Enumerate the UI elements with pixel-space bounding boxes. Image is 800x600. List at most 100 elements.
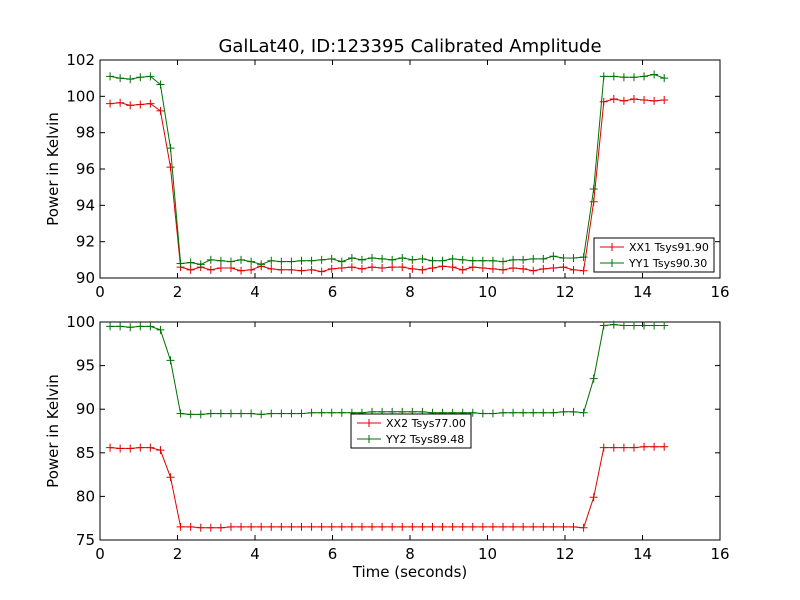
y-tick-label: 90 — [76, 269, 95, 287]
data-point — [388, 263, 397, 272]
data-point — [640, 321, 649, 330]
data-point — [337, 257, 346, 266]
data-point — [509, 255, 518, 264]
data-point — [619, 321, 628, 330]
data-point — [428, 264, 437, 273]
data-point — [337, 408, 346, 417]
data-point — [529, 408, 538, 417]
data-point — [398, 263, 407, 272]
x-tick-label: 14 — [633, 283, 652, 301]
data-point — [186, 410, 195, 419]
data-point — [579, 266, 588, 275]
data-point — [378, 254, 387, 263]
data-point — [317, 267, 326, 276]
y-tick-label: 102 — [66, 51, 95, 69]
data-point — [368, 263, 377, 272]
data-point — [650, 442, 659, 451]
data-point — [327, 522, 336, 531]
data-point — [357, 522, 366, 531]
data-point — [116, 322, 125, 331]
data-point — [126, 444, 135, 453]
data-point — [166, 473, 175, 482]
data-point — [287, 409, 296, 418]
legend-label: XX1 Tsys91.90 — [629, 241, 709, 254]
data-point — [478, 409, 487, 418]
data-point — [478, 264, 487, 273]
y-tick-label: 75 — [76, 531, 95, 549]
data-point — [237, 255, 246, 264]
data-point — [196, 410, 205, 419]
data-point — [629, 443, 638, 452]
x-tick-label: 16 — [710, 283, 729, 301]
legend-label: XX2 Tsys77.00 — [386, 417, 466, 430]
data-point — [368, 254, 377, 263]
data-point — [619, 96, 628, 105]
data-point — [609, 443, 618, 452]
data-point — [388, 255, 397, 264]
data-point — [599, 72, 608, 81]
data-point — [478, 256, 487, 265]
data-point — [176, 522, 185, 531]
data-point — [418, 265, 427, 274]
x-tick-label: 6 — [328, 283, 338, 301]
data-point — [468, 256, 477, 265]
data-point — [408, 255, 417, 264]
bottom-plot: 0 2 4 6 8 10 12 14 16 75 80 85 90 95 100 Power in Kelvi… — [44, 313, 730, 563]
data-point — [216, 256, 225, 265]
data-point — [257, 410, 266, 419]
data-point — [327, 408, 336, 417]
data-point — [660, 442, 669, 451]
data-point — [126, 323, 135, 332]
data-point — [499, 522, 507, 531]
data-point — [166, 356, 175, 365]
data-point — [116, 74, 125, 83]
data-point — [247, 257, 256, 266]
data-point — [166, 144, 175, 153]
y-tick-label: 95 — [76, 357, 95, 375]
data-point — [609, 95, 618, 104]
data-point — [650, 70, 659, 79]
data-point — [458, 265, 467, 274]
x-tick-label: 4 — [250, 545, 260, 563]
x-tick-label: 12 — [555, 283, 574, 301]
legend-box — [593, 237, 715, 273]
data-point — [216, 523, 225, 532]
data-point — [146, 322, 155, 331]
data-point — [519, 255, 528, 264]
data-point — [499, 265, 507, 274]
data-point — [660, 74, 669, 83]
x-tick-label: 12 — [555, 545, 574, 563]
data-point — [569, 522, 578, 531]
data-point — [519, 408, 528, 417]
data-point — [509, 522, 518, 531]
data-point — [257, 522, 266, 531]
data-point — [428, 522, 437, 531]
data-point — [579, 408, 588, 417]
data-point — [418, 522, 427, 531]
data-point — [488, 256, 497, 265]
x-tick-label: 8 — [405, 283, 415, 301]
data-point — [267, 256, 276, 265]
data-point — [156, 106, 165, 115]
data-point — [408, 264, 417, 273]
x-tick-label: 6 — [328, 545, 338, 563]
data-point — [549, 252, 558, 261]
data-point — [599, 321, 608, 330]
x-tick-label: 14 — [633, 545, 652, 563]
data-point — [660, 95, 669, 104]
data-point — [499, 408, 507, 417]
data-point — [599, 443, 608, 452]
data-point — [488, 522, 497, 531]
x-tick-label: 4 — [250, 283, 260, 301]
data-point — [589, 197, 598, 206]
data-point — [226, 522, 235, 531]
data-point — [559, 263, 568, 272]
data-point — [539, 264, 548, 273]
data-point — [499, 257, 507, 266]
data-point — [196, 260, 205, 269]
data-point — [549, 408, 558, 417]
data-point — [579, 523, 588, 532]
data-point — [539, 522, 548, 531]
data-point — [327, 254, 336, 263]
data-point — [629, 321, 638, 330]
